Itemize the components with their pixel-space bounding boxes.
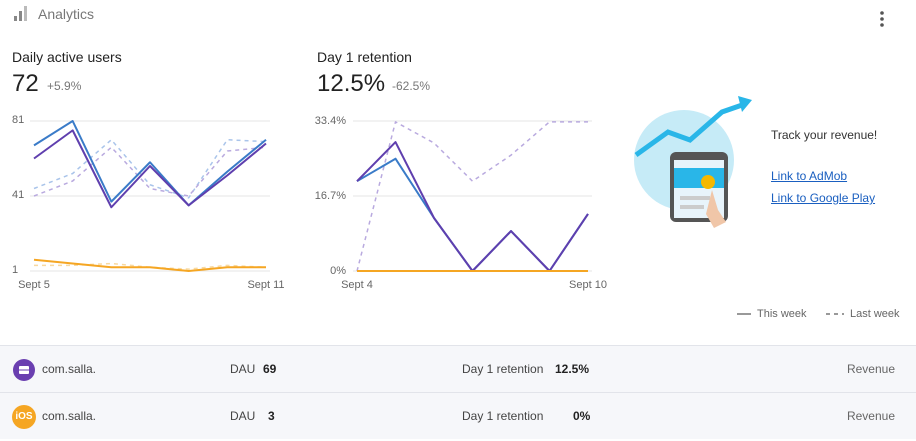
y-tick-label: 41	[12, 189, 24, 201]
y-tick-label: 1	[12, 264, 18, 276]
x-tick-label: Sept 11	[247, 279, 284, 291]
metric-change: +5.9%	[47, 79, 82, 93]
series-line	[33, 146, 267, 197]
revenue-label: Revenue	[846, 362, 895, 376]
x-tick-label: Sept 10	[569, 279, 607, 291]
metric-value: 12.5%	[317, 70, 386, 97]
y-tick-label: 16.7%	[315, 190, 346, 202]
revenue-label: Revenue	[846, 409, 895, 423]
metric-title: Day 1 retention	[317, 49, 412, 65]
series-line	[33, 129, 267, 209]
series-line	[33, 120, 267, 207]
y-tick-label: 33.4%	[315, 115, 346, 127]
promo-illustration	[634, 96, 752, 228]
series-line	[356, 157, 589, 272]
app-name: com.salla.	[42, 362, 97, 376]
app-icon: iOS	[12, 405, 36, 429]
app-row[interactable]: com.salla. DAU 69 Day 1 retention 12.5% …	[0, 345, 916, 392]
x-tick-label: Sept 4	[341, 279, 373, 291]
admob-link[interactable]: Link to AdMob	[771, 169, 848, 183]
retention-value: 12.5%	[555, 362, 590, 376]
series-line	[33, 139, 267, 199]
header-title: Analytics	[38, 6, 95, 22]
dau-value: 69	[263, 362, 277, 376]
x-tick-label: Sept 5	[18, 279, 50, 291]
series-line	[34, 262, 267, 270]
retention-value: 0%	[573, 409, 591, 423]
series-line	[356, 121, 588, 272]
legend-label: Last week	[850, 308, 900, 320]
app-name: com.salla.	[42, 409, 97, 423]
analytics-icon	[14, 6, 27, 21]
retention-label: Day 1 retention	[462, 409, 544, 423]
metric-title: Daily active users	[12, 49, 122, 65]
legend-label: This week	[757, 308, 807, 320]
series-line	[33, 258, 266, 272]
metric-change: -62.5%	[392, 79, 431, 93]
charts: This week Last week 1 41 81 Sept 5 Sept 11 0%…	[12, 96, 900, 320]
y-tick-label: 0%	[330, 265, 346, 277]
dau-label: DAU	[230, 409, 256, 423]
y-tick-label: 81	[12, 114, 24, 126]
play-link[interactable]: Link to Google Play	[771, 191, 876, 205]
app-row[interactable]: iOS com.salla. DAU 3 Day 1 retention 0% …	[0, 392, 916, 439]
retention-label: Day 1 retention	[462, 362, 544, 376]
app-icon	[13, 359, 35, 381]
dau-label: DAU	[230, 362, 256, 376]
menu-button[interactable]	[878, 10, 886, 30]
dau-value: 3	[268, 409, 275, 423]
metric-value: 72	[12, 70, 39, 97]
promo-title: Track your revenue!	[771, 128, 878, 142]
